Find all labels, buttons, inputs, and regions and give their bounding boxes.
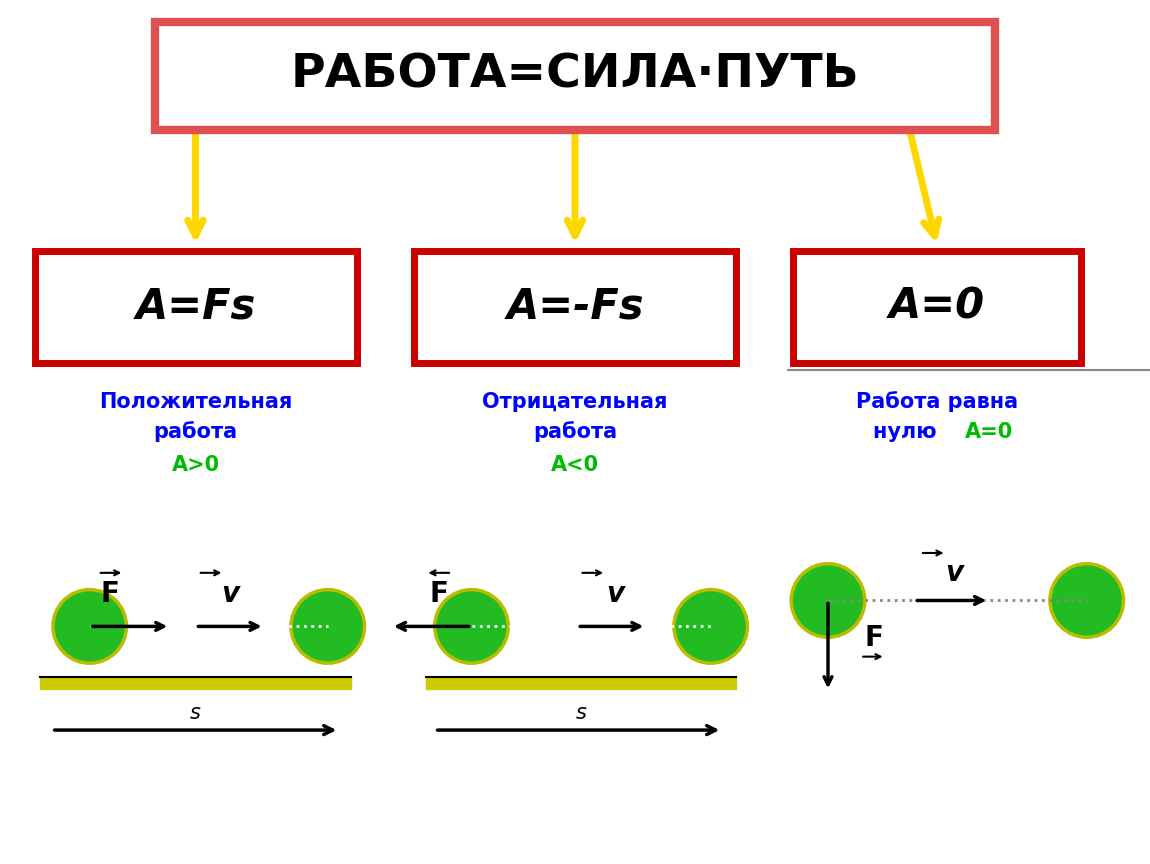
Text: A=Fs: A=Fs [136,286,255,327]
Text: А<0: А<0 [551,454,599,475]
Text: работа: работа [532,422,618,442]
FancyBboxPatch shape [155,22,995,130]
FancyBboxPatch shape [793,251,1081,363]
Ellipse shape [674,589,748,664]
Text: v: v [606,580,624,607]
Ellipse shape [791,563,865,638]
Text: v: v [221,580,239,607]
Ellipse shape [435,589,508,664]
Text: работа: работа [153,422,238,442]
Text: A=0: A=0 [889,286,986,327]
Text: F: F [430,580,449,607]
Text: РАБОТА=СИЛА·ПУТЬ: РАБОТА=СИЛА·ПУТЬ [291,53,859,98]
FancyBboxPatch shape [34,251,357,363]
Text: v: v [945,559,964,587]
Ellipse shape [1050,563,1124,638]
FancyBboxPatch shape [414,251,736,363]
Text: F: F [865,624,883,651]
Text: s: s [190,702,201,723]
Text: F: F [101,580,120,607]
Text: s: s [575,702,586,723]
Text: A=-Fs: A=-Fs [506,286,644,327]
Text: Положительная: Положительная [99,391,292,412]
Text: Отрицательная: Отрицательная [482,391,668,412]
Ellipse shape [291,589,365,664]
Text: А=0: А=0 [965,422,1013,442]
Text: Работа равна: Работа равна [857,391,1018,412]
Ellipse shape [53,589,126,664]
Text: нулю: нулю [873,422,944,442]
Text: А>0: А>0 [171,454,220,475]
